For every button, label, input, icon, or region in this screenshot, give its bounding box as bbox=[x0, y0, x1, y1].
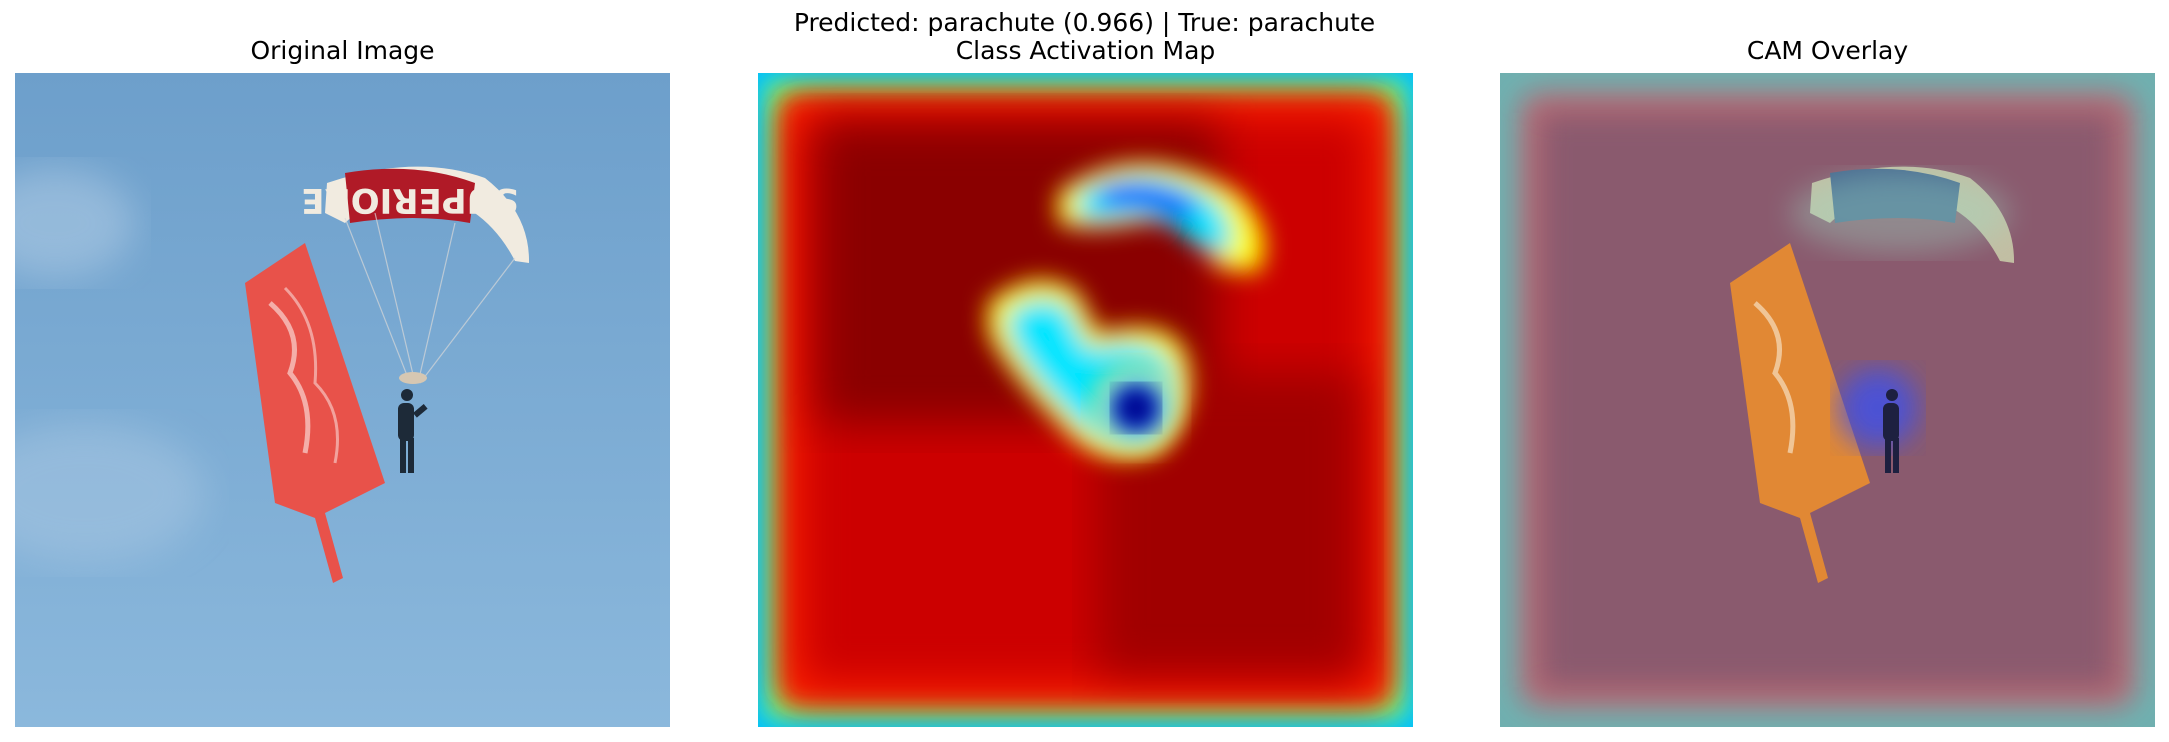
class-activation-map bbox=[758, 73, 1413, 727]
cam-panel bbox=[758, 73, 1413, 727]
original-image-panel: SUPERIORE bbox=[15, 73, 670, 727]
canopy: SUPERIORE bbox=[301, 166, 530, 263]
panel-title-original: Original Image bbox=[250, 36, 435, 65]
cam-overlay-panel bbox=[1500, 73, 2155, 727]
panel-title-overlay: CAM Overlay bbox=[1746, 36, 1909, 65]
banner-flag bbox=[245, 243, 385, 583]
original-image: SUPERIORE bbox=[15, 73, 670, 727]
canopy-lettering: SUPERIORE bbox=[301, 180, 518, 220]
skydiver bbox=[398, 389, 428, 473]
figure-suptitle: Predicted: parachute (0.966) | True: par… bbox=[793, 8, 1376, 37]
cam-overlay bbox=[1500, 73, 2155, 727]
panel-title-cam: Class Activation Map bbox=[955, 36, 1216, 65]
